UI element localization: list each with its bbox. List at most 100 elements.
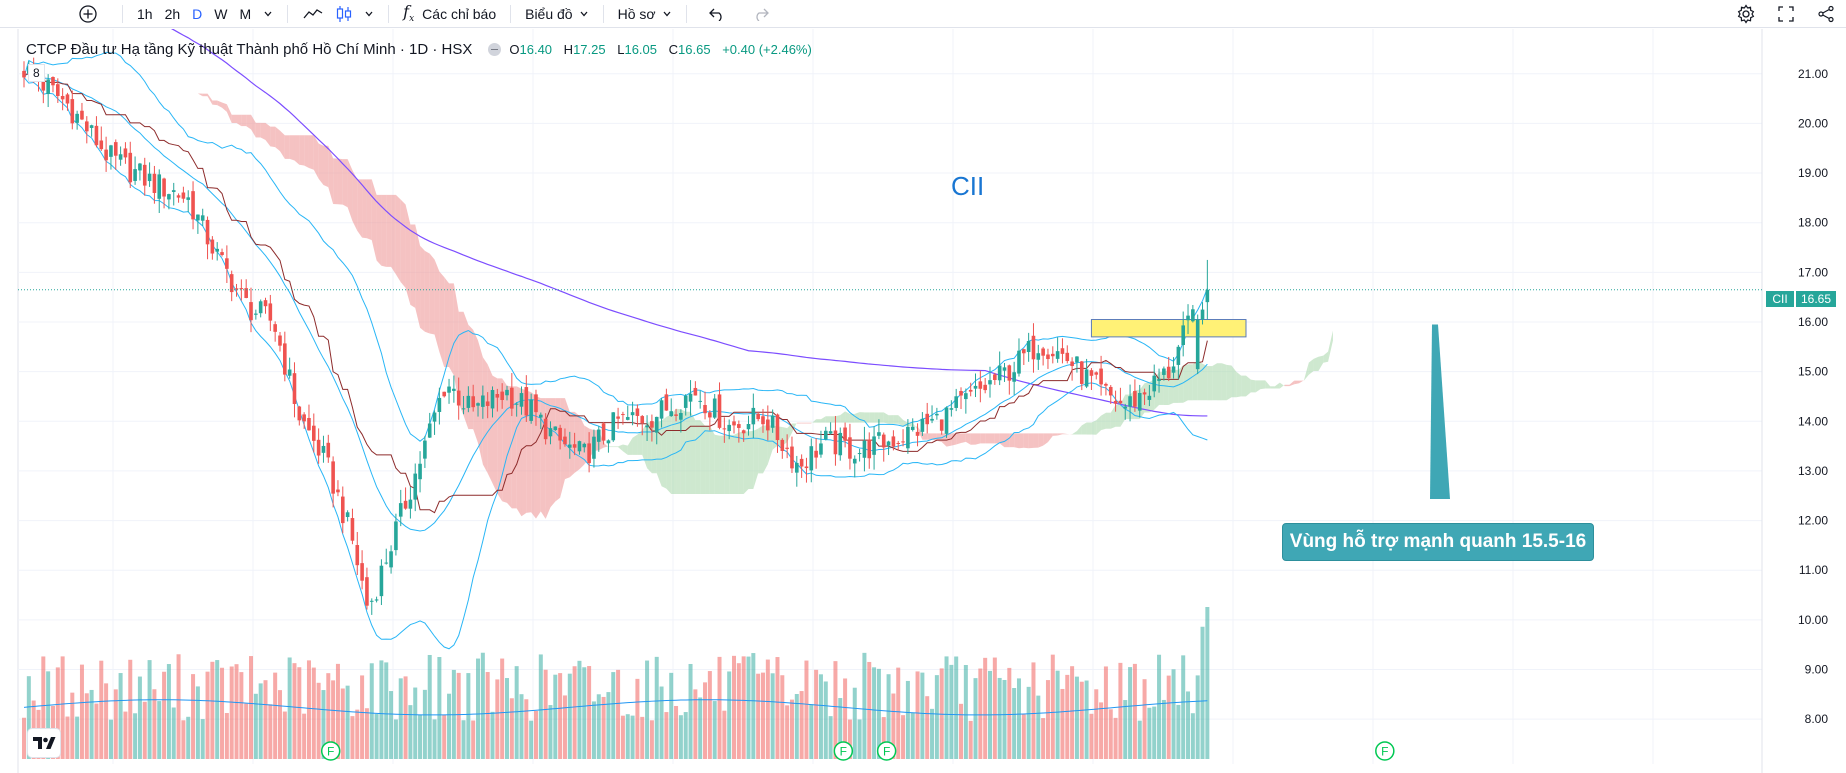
ichimoku-cloud-segment xyxy=(526,390,532,513)
candle-body xyxy=(553,426,558,431)
ichimoku-cloud-segment xyxy=(376,194,382,266)
ichimoku-cloud-segment xyxy=(946,433,952,447)
candle xyxy=(674,408,678,422)
volume-bar xyxy=(596,694,601,759)
interval-1h-button[interactable]: 1h xyxy=(137,5,153,22)
candle-body xyxy=(814,450,818,458)
ichimoku-cloud-segment xyxy=(883,412,889,424)
ichimoku-cloud-segment xyxy=(1096,415,1102,435)
y-tick-label: 17.00 xyxy=(1798,265,1828,279)
fullscreen-button[interactable] xyxy=(1766,1,1806,27)
symbol-text-annotation[interactable]: CII xyxy=(951,171,985,201)
ichimoku-cloud-segment xyxy=(371,179,377,261)
candle-body xyxy=(567,444,572,448)
indicator-count-badge[interactable]: 8 xyxy=(28,64,45,82)
ichimoku-cloud-segment xyxy=(328,145,334,204)
candle-body xyxy=(848,437,852,459)
price-chart[interactable]: 21.00 20.00 19.00 18.00 17.00 16.00 15.00 14.00… xyxy=(0,29,1846,773)
ichimoku-cloud-segment xyxy=(521,388,527,517)
ichimoku-cloud-segment xyxy=(734,432,739,494)
settings-button[interactable] xyxy=(1726,1,1766,27)
candle-body xyxy=(698,400,702,402)
candle-body xyxy=(828,431,833,434)
candle xyxy=(1036,344,1041,370)
chart-type-button[interactable]: Biểu đồ xyxy=(519,1,594,27)
candle-body xyxy=(727,424,731,432)
ichimoku-cloud-segment xyxy=(608,446,614,448)
candle xyxy=(1079,360,1084,391)
volume-bar xyxy=(437,657,442,759)
volume-bar xyxy=(215,660,220,759)
ichimoku-cloud-segment xyxy=(796,422,802,424)
redo-button[interactable] xyxy=(739,1,783,27)
candle-body xyxy=(336,489,340,493)
volume-bar xyxy=(292,663,297,759)
interval-d-button[interactable]: D xyxy=(192,5,203,22)
candle xyxy=(1094,371,1099,380)
volume-bar xyxy=(698,697,703,759)
candle-body xyxy=(606,440,611,444)
ichimoku-cloud-segment xyxy=(362,179,367,239)
candle xyxy=(345,510,350,522)
candle-body xyxy=(679,412,683,420)
candle-body xyxy=(693,387,698,396)
undo-button[interactable] xyxy=(695,1,739,27)
add-symbol-button[interactable] xyxy=(62,1,114,27)
candle-body xyxy=(746,424,751,430)
candle xyxy=(70,90,75,130)
ichimoku-cloud-segment xyxy=(574,411,580,473)
volume-bar xyxy=(727,671,732,759)
volume-bar xyxy=(857,719,862,759)
volume-bar xyxy=(606,692,611,759)
candle-body xyxy=(1022,349,1026,354)
volume-bar xyxy=(495,679,500,759)
volume-bar xyxy=(780,675,785,759)
ichimoku-cloud-segment xyxy=(424,250,430,334)
indicators-button[interactable]: fx Các chỉ báo xyxy=(397,1,502,27)
ichimoku-cloud-segment xyxy=(1217,363,1222,401)
chart-style-dropdown-button[interactable] xyxy=(358,1,380,27)
line-style-button[interactable] xyxy=(296,1,330,27)
support-callout[interactable]: Vùng hỗ trợ mạnh quanh 15.5-16 xyxy=(1282,523,1594,561)
candle-body xyxy=(650,421,654,428)
collapse-legend-icon[interactable] xyxy=(488,43,502,56)
candle-body xyxy=(1147,395,1152,400)
volume-bar xyxy=(645,660,650,759)
candle-body xyxy=(1152,375,1157,392)
candle xyxy=(481,385,485,419)
candle-body xyxy=(215,248,219,252)
interval-2h-button[interactable]: 2h xyxy=(164,5,181,22)
ichimoku-cloud-segment xyxy=(212,100,218,106)
ichimoku-cloud-segment xyxy=(255,122,261,138)
volume-bar xyxy=(674,705,679,759)
ichimoku-cloud-segment xyxy=(246,114,252,130)
last-price-tag: 16.65 xyxy=(1796,291,1836,307)
ichimoku-cloud-segment xyxy=(1221,363,1227,401)
candle xyxy=(46,74,50,108)
volume-bar xyxy=(818,674,823,759)
ichimoku-cloud-segment xyxy=(999,433,1005,448)
ichimoku-cloud-segment xyxy=(767,425,773,465)
chart-area[interactable]: 21.00 20.00 19.00 18.00 17.00 16.00 15.00 14.00… xyxy=(0,29,1846,773)
interval-m-button[interactable]: M xyxy=(239,5,252,22)
candle-body xyxy=(65,94,70,104)
volume-bar xyxy=(616,669,621,759)
ichimoku-cloud-segment xyxy=(1245,375,1251,397)
ichimoku-cloud-segment xyxy=(487,364,493,484)
candle xyxy=(567,431,572,459)
volume-bar xyxy=(939,668,944,759)
volume-bar xyxy=(1089,713,1094,759)
share-button[interactable] xyxy=(1806,1,1846,27)
ichimoku-cloud-segment xyxy=(1043,433,1048,446)
candle xyxy=(287,357,292,379)
candle-body xyxy=(1012,372,1016,382)
candle-body xyxy=(930,418,934,421)
candle xyxy=(770,409,775,433)
ichimoku-cloud-segment xyxy=(323,145,329,188)
profile-button[interactable]: Hồ sơ xyxy=(612,1,678,27)
ichimoku-cloud-segment xyxy=(961,433,966,443)
volume-bar xyxy=(220,667,225,759)
interval-w-button[interactable]: W xyxy=(214,5,228,22)
candle-style-button[interactable] xyxy=(330,1,358,27)
interval-dropdown-button[interactable] xyxy=(257,1,279,27)
